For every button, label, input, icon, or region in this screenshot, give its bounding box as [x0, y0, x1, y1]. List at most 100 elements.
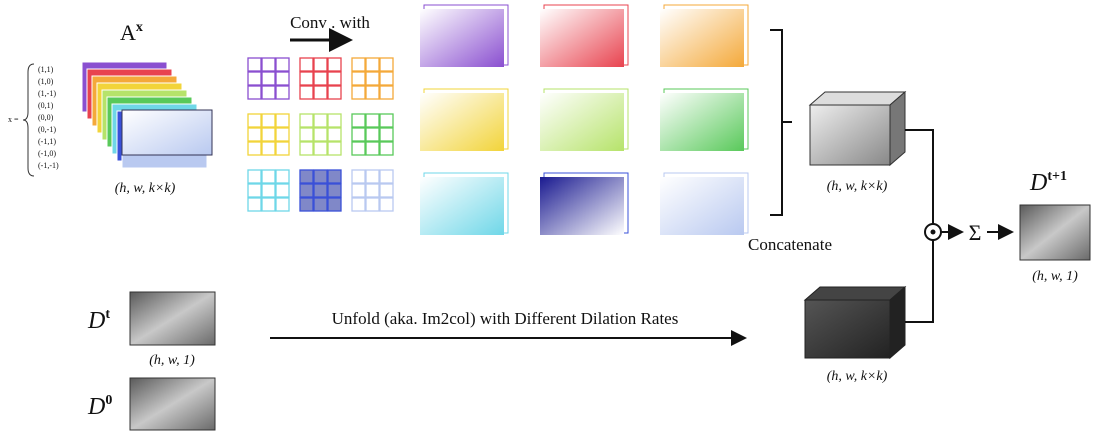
kernel-cell [300, 128, 313, 141]
kernel-cell [328, 114, 341, 127]
kernel-grids [248, 58, 393, 211]
kernel-cell [328, 198, 341, 211]
kernel-cell [262, 86, 275, 99]
kernel-cell [328, 128, 341, 141]
kernel-cell [328, 184, 341, 197]
depth-t-map [130, 292, 215, 345]
kernel-cell [314, 58, 327, 71]
kernel-cell [328, 72, 341, 85]
offset-label: (1,-1) [38, 89, 56, 98]
kernel-cell [352, 128, 365, 141]
kernel-cell [248, 184, 261, 197]
affinity-map [540, 177, 624, 235]
concatenate-label: Concatenate [748, 235, 832, 254]
kernel-cell [366, 142, 379, 155]
kernel-cell [380, 72, 393, 85]
conv-label: Conv . with [290, 13, 370, 32]
depth-0-map [130, 378, 215, 430]
kernel-cell [300, 86, 313, 99]
kernel-cell [352, 86, 365, 99]
kernel-cell [248, 128, 261, 141]
kernel-cell [300, 198, 313, 211]
kernel-cell [300, 72, 313, 85]
kernel-cell [248, 58, 261, 71]
kernel-cell [366, 184, 379, 197]
kernel-cell [366, 170, 379, 183]
depth-t-symbol: Dt [87, 307, 110, 334]
kernel-cell [276, 184, 289, 197]
kernel-cell [314, 142, 327, 155]
sum-symbol: Σ [969, 220, 982, 245]
kernel-cell [300, 114, 313, 127]
kernel-cell [276, 170, 289, 183]
kernel-cell [366, 114, 379, 127]
kernel-cell [366, 58, 379, 71]
concat-bracket [770, 30, 792, 215]
kernel-cell [352, 184, 365, 197]
kernel-cell [276, 128, 289, 141]
affinity-map [420, 9, 504, 67]
affinity-map [420, 177, 504, 235]
unfold-label: Unfold (aka. Im2col) with Different Dila… [332, 309, 679, 328]
kernel-cell [366, 86, 379, 99]
kernel-cell [352, 170, 365, 183]
affinity-map [420, 93, 504, 151]
kernel-cell [262, 58, 275, 71]
affinity-map [660, 177, 744, 235]
kernel-cell [276, 142, 289, 155]
output-map [1020, 205, 1090, 260]
feature-shape: (h, w, k×k) [115, 181, 176, 196]
offset-label: (0,0) [38, 113, 54, 122]
kernel-cell [276, 72, 289, 85]
kernel-cell [352, 198, 365, 211]
kernel-cell [248, 72, 261, 85]
affinity-cube [810, 92, 905, 165]
kernel-cell [366, 198, 379, 211]
offset-label: (1,0) [38, 77, 54, 86]
kernel-cell [262, 198, 275, 211]
kernel-cell [380, 170, 393, 183]
kernel-cell [380, 128, 393, 141]
kernel-cell [314, 72, 327, 85]
affinity-map [660, 9, 744, 67]
kernel-cell [262, 72, 275, 85]
kernel-cell [262, 128, 275, 141]
kernel-cell [262, 170, 275, 183]
affinity-shape: (h, w, k×k) [827, 179, 888, 194]
kernel-cell [262, 114, 275, 127]
feature-symbol: Ax [120, 20, 143, 45]
brace [23, 64, 34, 176]
kernel-cell [366, 72, 379, 85]
hadamard-dot [931, 230, 936, 235]
kernel-cell [314, 170, 327, 183]
feature-card [122, 110, 212, 155]
kernel-cell [300, 142, 313, 155]
affinity-map [540, 9, 624, 67]
kernel-cell [328, 170, 341, 183]
kernel-cell [314, 114, 327, 127]
kernel-cell [328, 86, 341, 99]
kernel-cell [248, 86, 261, 99]
kernel-cell [328, 142, 341, 155]
kernel-cell [248, 198, 261, 211]
kernel-cell [328, 58, 341, 71]
kernel-cell [314, 184, 327, 197]
offset-label: (0,-1) [38, 125, 56, 134]
kernel-cell [248, 170, 261, 183]
kernel-cell [262, 142, 275, 155]
kernel-cell [276, 86, 289, 99]
kernel-cell [276, 58, 289, 71]
kernel-cell [380, 184, 393, 197]
offset-label: (-1,1) [38, 137, 56, 146]
kernel-cell [300, 58, 313, 71]
offset-label: (-1,-1) [38, 161, 59, 170]
kernel-cell [276, 114, 289, 127]
kernel-cell [352, 58, 365, 71]
unfold-cube [805, 287, 905, 358]
feature-stack [82, 62, 212, 168]
depth-0-symbol: D0 [87, 393, 112, 420]
kernel-cell [352, 114, 365, 127]
offset-label: (1,1) [38, 65, 54, 74]
kernel-cell [314, 86, 327, 99]
output-symbol: Dt+1 [1029, 169, 1067, 196]
